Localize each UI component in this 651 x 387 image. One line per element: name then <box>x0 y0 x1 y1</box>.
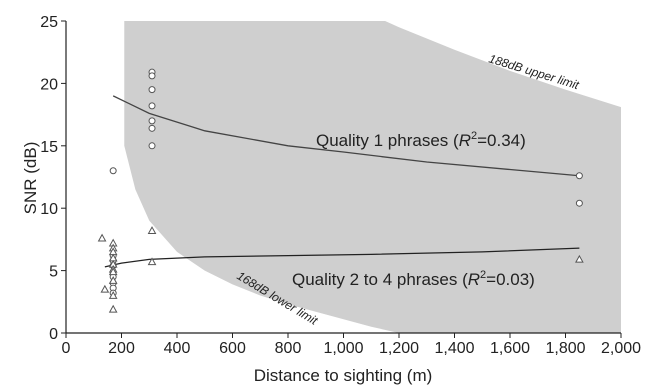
y-tick-label: 15 <box>40 139 58 156</box>
triangle-point <box>147 257 157 266</box>
axes: 0 200 400 600 800 1,000 1,200 1,400 1,600 1,800 2,… <box>40 14 641 357</box>
x-tick-label: 1,000 <box>323 340 363 357</box>
pressure-band <box>124 21 621 333</box>
triangle-point <box>108 304 118 313</box>
triangle-point <box>108 267 118 276</box>
circle-point <box>109 167 117 175</box>
x-tick-label: 200 <box>108 340 135 357</box>
circle-point <box>148 142 156 150</box>
triangle-point <box>575 254 584 263</box>
x-tick-label: 400 <box>164 340 191 357</box>
fit-label-quality-2-4: Quality 2 to 4 phrases (R2=0.03) <box>292 269 535 289</box>
pressure-band-area <box>124 21 621 333</box>
x-tick-label: 1,400 <box>434 340 474 357</box>
x-tick-label: 1,200 <box>379 340 419 357</box>
circle-point <box>148 86 156 94</box>
fit-curves <box>104 95 580 268</box>
fit-curve-2 <box>104 247 580 268</box>
x-tick-label: 2,000 <box>601 340 641 357</box>
x-tick-label: 1,800 <box>545 340 585 357</box>
y-axis-title: SNR (dB) <box>21 142 40 215</box>
x-tick-label: 1,600 <box>490 340 530 357</box>
circle-point <box>148 72 156 80</box>
circle-point <box>575 199 583 207</box>
triangle-point <box>147 226 157 234</box>
y-tick-label: 20 <box>40 76 58 93</box>
triangle-point <box>108 291 118 299</box>
x-tick-label: 800 <box>275 340 302 357</box>
x-axis-title: Distance to sighting (m) <box>254 366 433 385</box>
circle-point <box>148 124 156 132</box>
x-tick-label: 600 <box>219 340 246 357</box>
triangle-point <box>97 233 107 242</box>
circle-point <box>575 172 583 180</box>
fit-label-quality-1: Quality 1 phrases (R2=0.34) <box>316 130 526 150</box>
x-tick-label: 0 <box>62 340 71 357</box>
circle-point <box>148 102 156 110</box>
triangle-point <box>100 284 110 293</box>
y-tick-label: 5 <box>49 264 58 281</box>
data-points <box>97 68 584 313</box>
circle-point <box>148 117 156 125</box>
y-tick-label: 25 <box>40 14 58 31</box>
fit-curve-1 <box>112 95 580 177</box>
y-tick-label: 0 <box>49 326 58 343</box>
y-tick-label: 10 <box>40 201 58 218</box>
triangle-point <box>108 276 118 284</box>
